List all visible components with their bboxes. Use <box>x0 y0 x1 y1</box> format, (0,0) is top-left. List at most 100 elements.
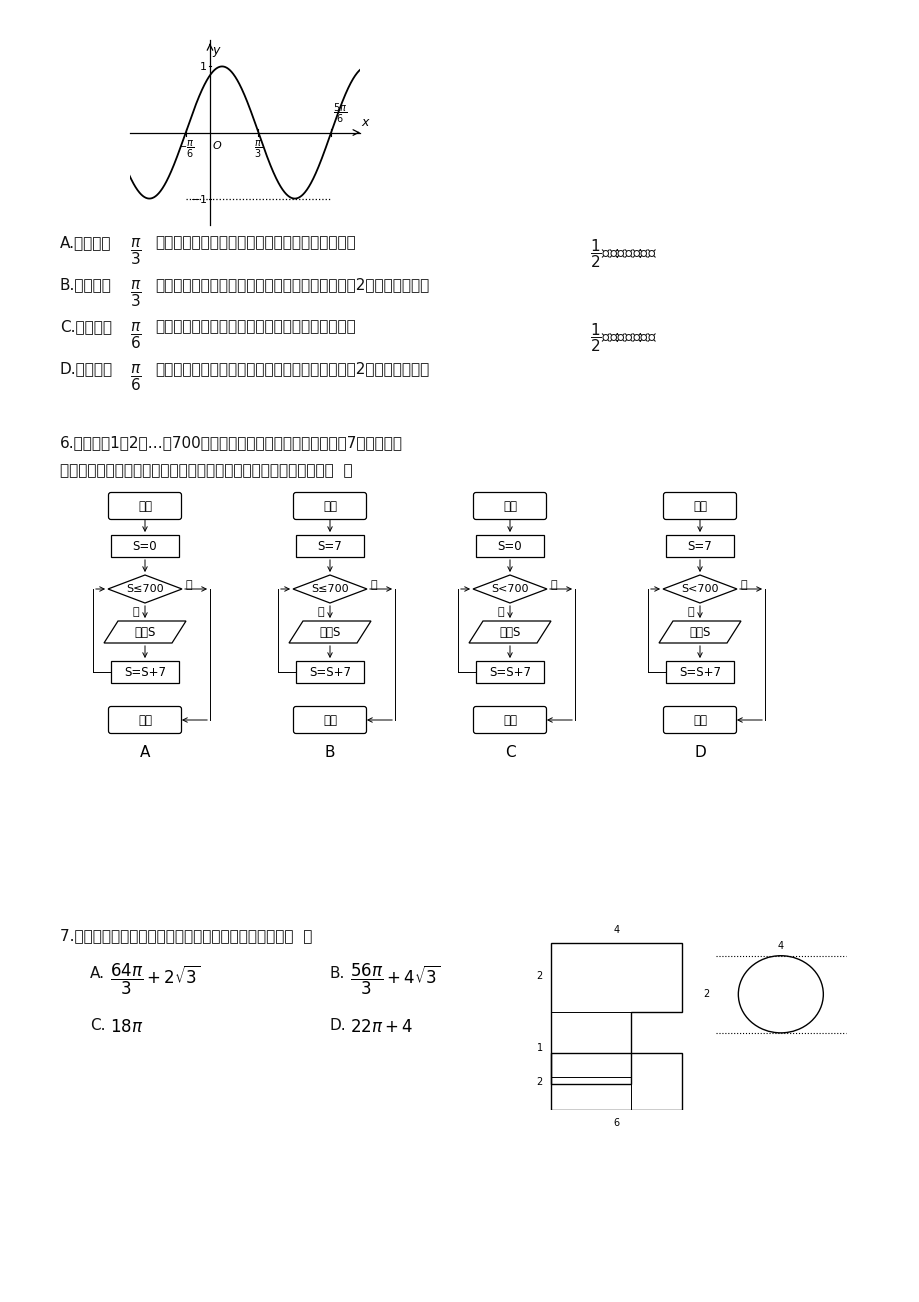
Text: D.: D. <box>330 1018 346 1032</box>
Text: 个单位长度，再把所得各点的横坐标伸长到原来的2倍，纵坐标不变: 个单位长度，再把所得各点的横坐标伸长到原来的2倍，纵坐标不变 <box>154 361 429 376</box>
Text: 开始: 开始 <box>138 500 152 513</box>
Bar <box>296 535 364 557</box>
Bar <box>296 661 364 684</box>
Text: 个单位长度，再把所得各点的横坐标缩短到原来的: 个单位长度，再把所得各点的横坐标缩短到原来的 <box>154 319 356 335</box>
FancyBboxPatch shape <box>108 492 181 519</box>
Text: S=7: S=7 <box>317 539 342 552</box>
FancyBboxPatch shape <box>293 492 366 519</box>
Text: B.向左平移: B.向左平移 <box>60 277 112 292</box>
Bar <box>550 1077 630 1111</box>
Text: 结束: 结束 <box>138 713 152 727</box>
FancyBboxPatch shape <box>293 707 366 733</box>
Text: S=0: S=0 <box>132 539 157 552</box>
FancyBboxPatch shape <box>473 492 546 519</box>
Text: 个单位长度，再把所得各点的横坐标缩短到原来的: 个单位长度，再把所得各点的横坐标缩短到原来的 <box>154 234 356 250</box>
Text: 7.某几何体的三视图如右图所示，则该几何体的体积为（  ）: 7.某几何体的三视图如右图所示，则该几何体的体积为（ ） <box>60 928 312 943</box>
Bar <box>665 661 733 684</box>
Text: 结束: 结束 <box>323 713 336 727</box>
Text: S=S+7: S=S+7 <box>678 665 720 678</box>
Text: 个单位长度，再把所得各点的横坐标伸长到原来的2倍，纵坐标不变: 个单位长度，再把所得各点的横坐标伸长到原来的2倍，纵坐标不变 <box>154 277 429 292</box>
Text: S=S+7: S=S+7 <box>124 665 165 678</box>
Text: 否: 否 <box>740 579 747 590</box>
Polygon shape <box>658 621 740 643</box>
Text: A: A <box>140 745 150 760</box>
Text: $-1$: $-1$ <box>189 193 207 204</box>
FancyBboxPatch shape <box>663 492 736 519</box>
Text: A.: A. <box>90 966 105 980</box>
Text: 否: 否 <box>550 579 557 590</box>
Text: 4: 4 <box>777 940 783 950</box>
Bar <box>111 661 179 684</box>
Text: S=7: S=7 <box>686 539 711 552</box>
Text: $\dfrac{\pi}{3}$: $\dfrac{\pi}{3}$ <box>254 139 262 160</box>
Text: 2: 2 <box>536 971 542 982</box>
Text: D.向左平移: D.向左平移 <box>60 361 113 376</box>
Polygon shape <box>289 621 370 643</box>
Text: 6.有编号为1，2，…，700的产品，现需从中抽取所有编号能被7整除的产品: 6.有编号为1，2，…，700的产品，现需从中抽取所有编号能被7整除的产品 <box>60 435 403 450</box>
Bar <box>550 1053 681 1111</box>
Text: B: B <box>324 745 335 760</box>
Text: 输出S: 输出S <box>134 625 155 638</box>
Bar <box>475 661 543 684</box>
Text: S=S+7: S=S+7 <box>489 665 530 678</box>
Text: 否: 否 <box>370 579 377 590</box>
Text: $22\pi+4$: $22\pi+4$ <box>349 1018 413 1036</box>
Text: $\dfrac{1}{2}$倍，纵坐标不变: $\dfrac{1}{2}$倍，纵坐标不变 <box>589 237 656 270</box>
Text: 开始: 开始 <box>692 500 706 513</box>
Polygon shape <box>292 575 367 603</box>
Text: B.: B. <box>330 966 345 980</box>
Text: S≤700: S≤700 <box>126 585 164 594</box>
Text: 输出S: 输出S <box>319 625 340 638</box>
FancyBboxPatch shape <box>663 707 736 733</box>
Text: $\dfrac{5\pi}{6}$: $\dfrac{5\pi}{6}$ <box>333 102 346 125</box>
Text: 开始: 开始 <box>503 500 516 513</box>
FancyBboxPatch shape <box>108 707 181 733</box>
Text: 2: 2 <box>703 990 709 1000</box>
Text: S≤700: S≤700 <box>311 585 348 594</box>
Text: $\dfrac{56\pi}{3}+4\sqrt{3}$: $\dfrac{56\pi}{3}+4\sqrt{3}$ <box>349 962 440 997</box>
Text: S=0: S=0 <box>497 539 522 552</box>
Text: $O$: $O$ <box>211 139 221 151</box>
Text: $1$: $1$ <box>199 60 207 73</box>
Text: S<700: S<700 <box>491 585 528 594</box>
Text: 2: 2 <box>536 1077 542 1087</box>
Text: $\dfrac{\pi}{3}$: $\dfrac{\pi}{3}$ <box>130 237 142 267</box>
Text: D: D <box>693 745 705 760</box>
Text: $\dfrac{\pi}{3}$: $\dfrac{\pi}{3}$ <box>130 279 142 309</box>
Text: 1: 1 <box>536 1043 542 1053</box>
Text: 是: 是 <box>132 607 139 617</box>
Text: C.: C. <box>90 1018 106 1032</box>
Text: $\dfrac{\pi}{6}$: $\dfrac{\pi}{6}$ <box>130 322 142 350</box>
Text: 为样品进行检验。下面是四位同学设计的程序框图，其中正确的是（  ）: 为样品进行检验。下面是四位同学设计的程序框图，其中正确的是（ ） <box>60 464 352 478</box>
Text: C.向左平移: C.向左平移 <box>60 319 112 335</box>
Text: $-\dfrac{\pi}{6}$: $-\dfrac{\pi}{6}$ <box>177 139 194 160</box>
Text: $18\pi$: $18\pi$ <box>110 1018 143 1036</box>
Text: A.向左平移: A.向左平移 <box>60 234 111 250</box>
Text: 开始: 开始 <box>323 500 336 513</box>
Text: $\dfrac{\pi}{6}$: $\dfrac{\pi}{6}$ <box>130 363 142 393</box>
Text: $y$: $y$ <box>211 46 221 60</box>
Text: 是: 是 <box>497 607 504 617</box>
Text: 输出S: 输出S <box>499 625 520 638</box>
Polygon shape <box>472 575 547 603</box>
Text: C: C <box>505 745 515 760</box>
Bar <box>665 535 733 557</box>
Polygon shape <box>469 621 550 643</box>
Bar <box>111 535 179 557</box>
Text: 是: 是 <box>317 607 323 617</box>
Polygon shape <box>104 621 186 643</box>
Text: 是: 是 <box>686 607 693 617</box>
Text: 结束: 结束 <box>503 713 516 727</box>
Bar <box>475 535 543 557</box>
Text: 输出S: 输出S <box>688 625 709 638</box>
Text: 6: 6 <box>613 1117 618 1128</box>
Text: 结束: 结束 <box>692 713 706 727</box>
Text: 否: 否 <box>186 579 192 590</box>
FancyBboxPatch shape <box>473 707 546 733</box>
Text: $\dfrac{1}{2}$倍，纵坐标不变: $\dfrac{1}{2}$倍，纵坐标不变 <box>589 322 656 354</box>
Text: $\dfrac{64\pi}{3}+2\sqrt{3}$: $\dfrac{64\pi}{3}+2\sqrt{3}$ <box>110 962 200 997</box>
Text: $x$: $x$ <box>360 116 370 129</box>
Polygon shape <box>108 575 182 603</box>
Text: S=S+7: S=S+7 <box>309 665 351 678</box>
Polygon shape <box>663 575 736 603</box>
